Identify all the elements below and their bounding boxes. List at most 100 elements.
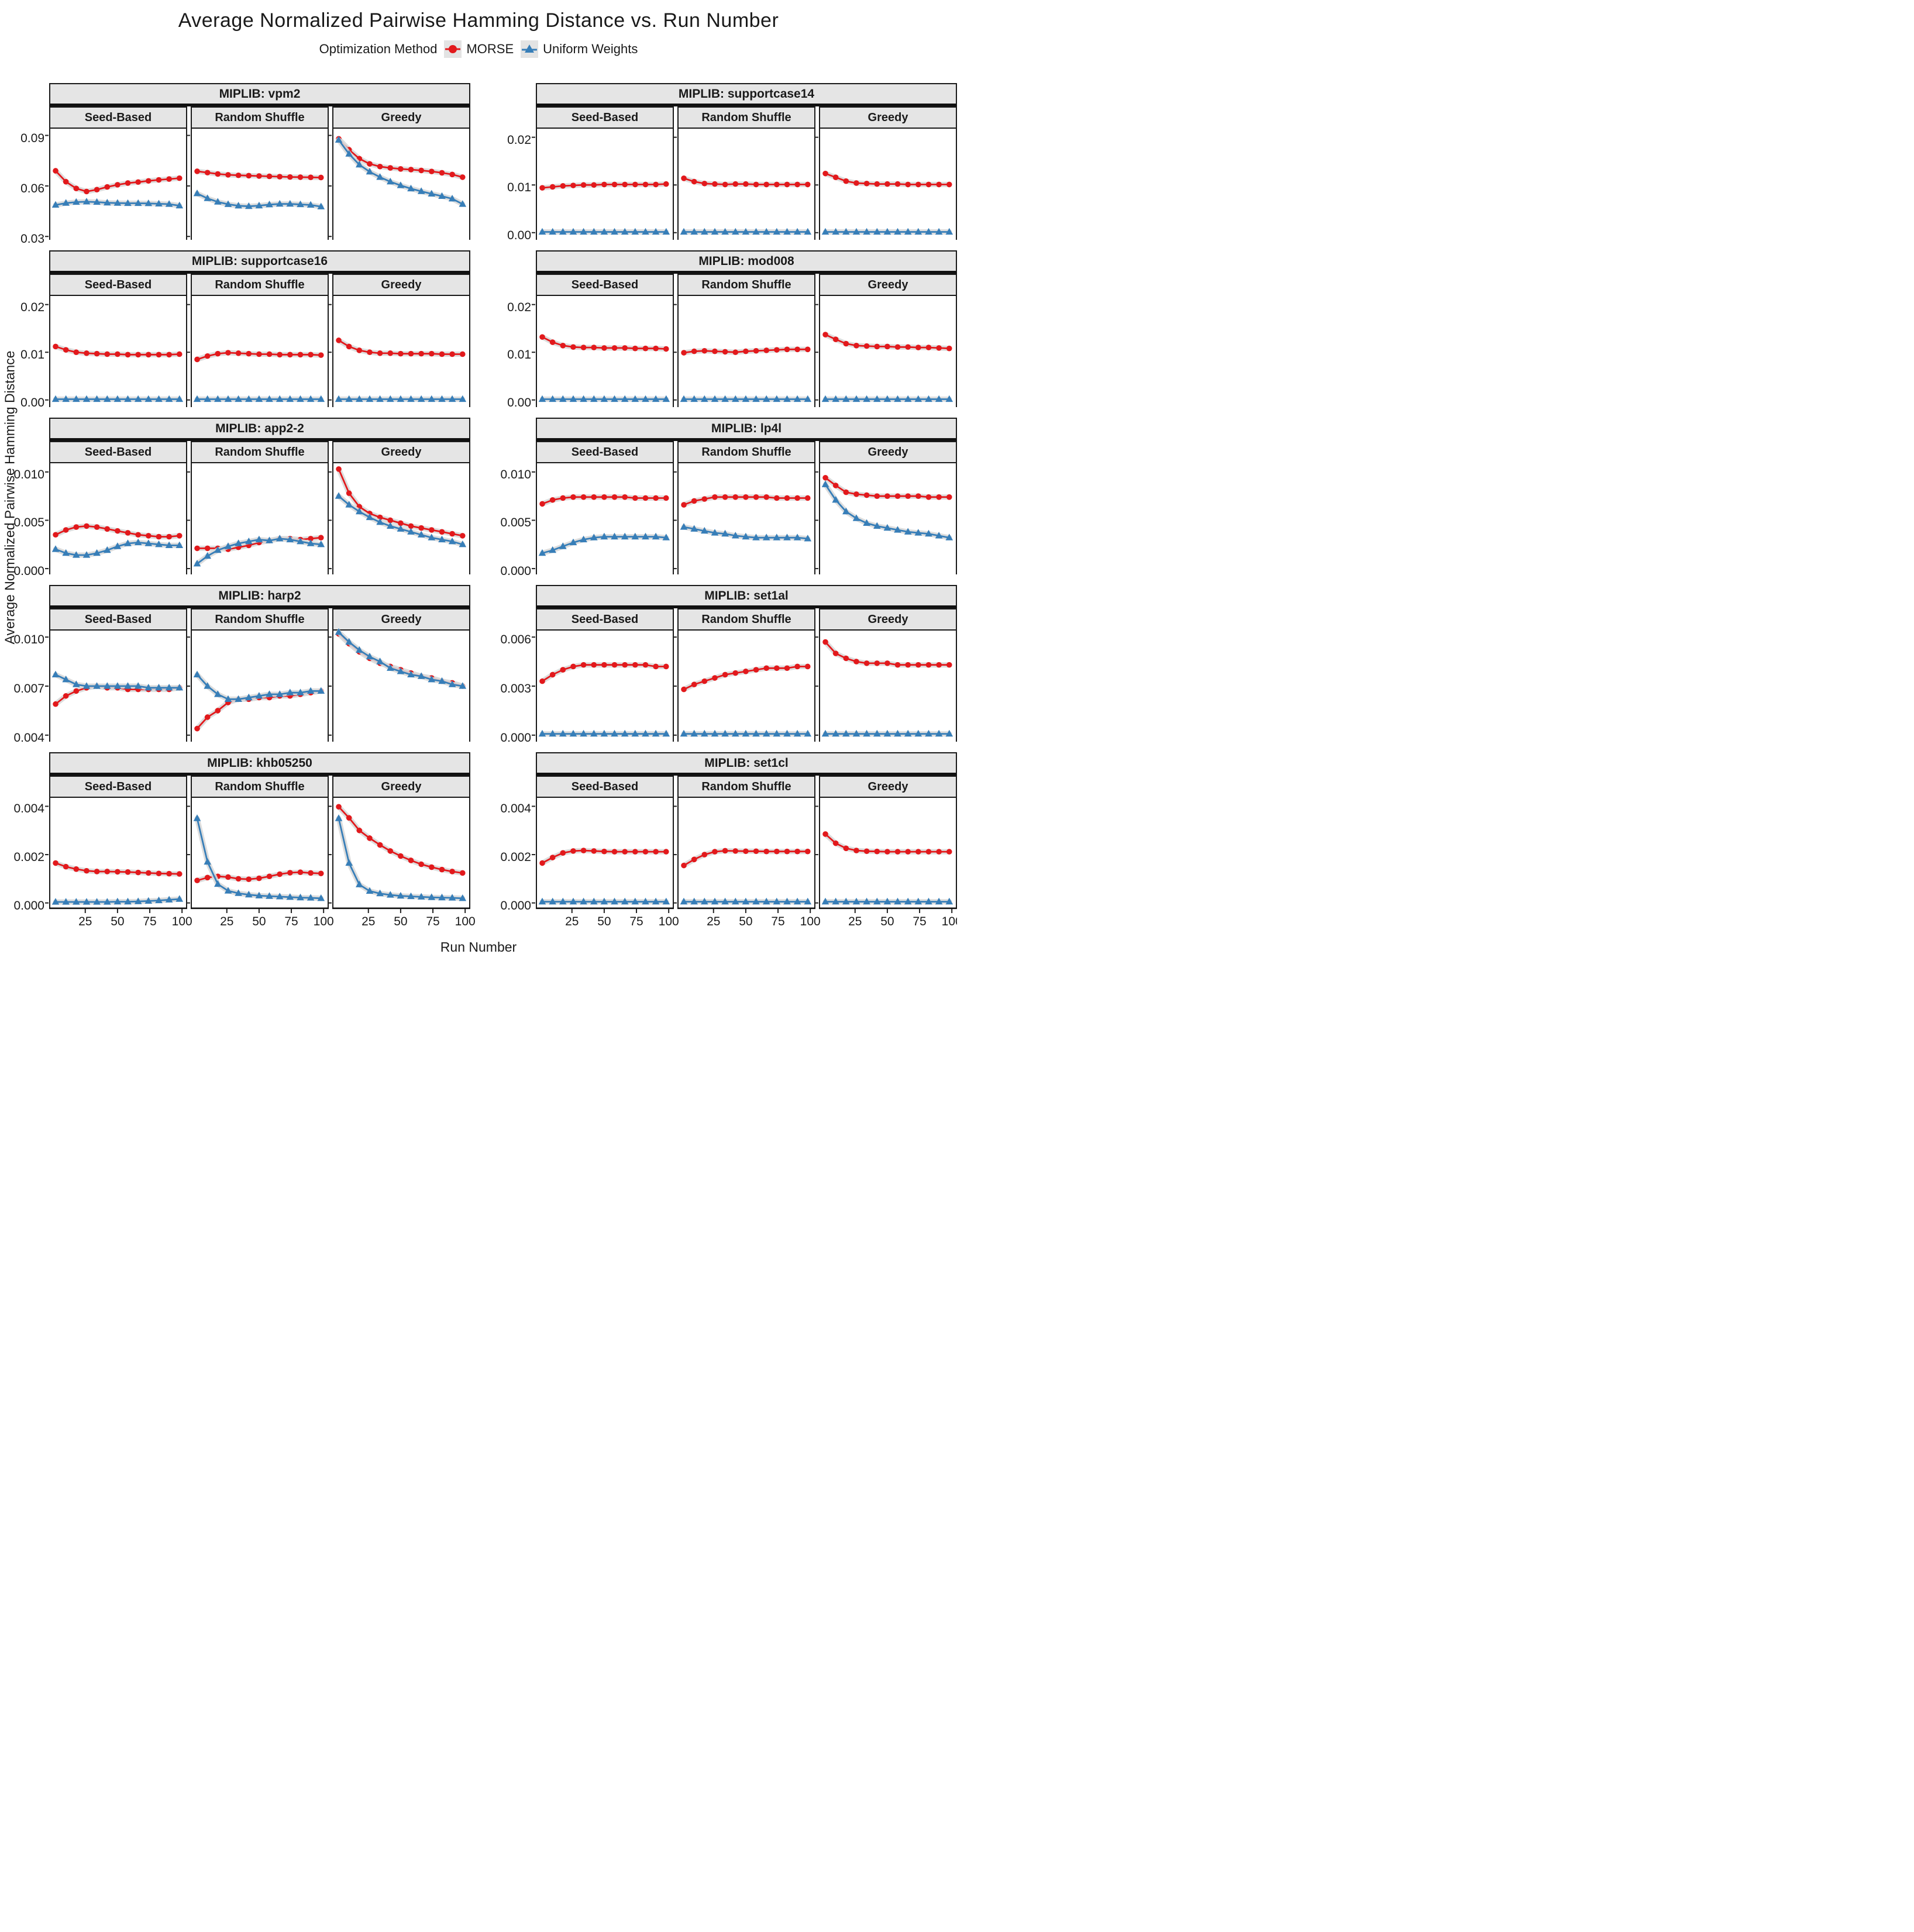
uniform-point: [631, 395, 639, 402]
morse-point: [287, 352, 293, 358]
morse-point: [398, 350, 404, 357]
uniform-point: [235, 889, 242, 896]
morse-point: [176, 533, 183, 539]
morse-point: [601, 345, 607, 351]
morse-point: [894, 662, 901, 668]
facet-group-mod008: MIPLIB: mod008 Seed-Based Random Shuffle Gr…: [532, 250, 957, 407]
uniform-point: [255, 891, 263, 898]
panel-random-shuffle: Random Shuffle: [673, 106, 815, 240]
facet-group-supportcase16: MIPLIB: supportcase16 Seed-Based Random Sh…: [45, 250, 470, 407]
uniform-point: [245, 693, 253, 701]
uniform-point: [611, 897, 618, 905]
x-tick-label: 100: [172, 915, 192, 928]
morse-point: [115, 869, 121, 875]
panel-plot-seed-based: [532, 463, 674, 574]
uniform-point: [690, 897, 698, 905]
panel-random-shuffle: Random Shuffle: [187, 274, 329, 407]
x-tick-label: 25: [848, 915, 862, 928]
x-tick-label: 50: [394, 915, 407, 928]
panel-greedy: Greedy: [815, 274, 957, 407]
y-tick-label: 0.000: [500, 731, 531, 745]
y-tick-label: 0.01: [20, 348, 44, 362]
morse-point: [449, 351, 455, 357]
uniform-point: [417, 187, 425, 194]
uniform-point: [266, 892, 273, 899]
morse-point: [611, 662, 618, 668]
uniform-point: [914, 897, 922, 905]
morse-line: [338, 806, 463, 874]
morse-point: [418, 525, 424, 531]
morse-point: [246, 876, 252, 882]
morse-point: [256, 875, 262, 881]
strategy-strip-seed-based: Seed-Based: [536, 608, 674, 631]
morse-point: [439, 170, 445, 176]
uniform-point: [590, 897, 598, 905]
morse-point: [663, 181, 669, 187]
morse-point: [753, 181, 759, 188]
morse-point: [874, 493, 880, 499]
morse-point: [336, 466, 342, 472]
morse-point: [104, 526, 111, 532]
morse-point: [166, 533, 172, 540]
morse-point: [701, 852, 708, 857]
panel-seed-based: Seed-Based 25 50 75 100: [532, 776, 679, 928]
uniform-point: [652, 729, 660, 737]
uniform-point: [590, 533, 598, 540]
uniform-point: [366, 395, 374, 402]
y-tick-label: 0.007: [13, 682, 44, 695]
morse-point: [701, 347, 708, 354]
uniform-point: [711, 729, 719, 737]
uniform-point: [51, 670, 60, 677]
morse-point: [104, 869, 111, 874]
uniform-point: [690, 729, 698, 737]
y-axis-labels: 0.000 0.003 0.006: [487, 585, 536, 745]
uniform-point: [286, 893, 294, 900]
morse-point: [539, 334, 545, 340]
y-tick-label: 0.006: [500, 633, 531, 647]
uniform-point: [701, 395, 708, 402]
uniform-point: [721, 228, 729, 235]
facet-group-lp4l: MIPLIB: lp4l Seed-Based Random Shuffle Gree…: [532, 418, 957, 574]
morse-point: [277, 174, 283, 180]
uniform-point: [366, 887, 374, 894]
morse-point: [377, 842, 383, 848]
morse-point: [622, 345, 628, 351]
uniform-point: [193, 190, 201, 197]
morse-point: [73, 866, 80, 872]
uniform-point: [376, 518, 384, 525]
panel-plot-random-shuffle: [187, 129, 329, 240]
morse-point: [94, 350, 100, 357]
uniform-point: [459, 894, 467, 901]
morse-point: [701, 496, 708, 502]
uniform-point: [235, 202, 242, 209]
morse-point: [946, 181, 952, 188]
strategy-strip-greedy: Greedy: [332, 441, 470, 463]
uniform-point: [356, 395, 363, 402]
panels-row: Seed-Based Random Shuffle Greedy: [532, 274, 957, 407]
panels-row: Seed-Based Random Shuffle Greedy: [45, 441, 470, 574]
x-tick-label: 50: [597, 915, 611, 928]
morse-point: [884, 849, 890, 855]
x-tick-label: 75: [771, 915, 784, 928]
panel-plot-random-shuffle: [187, 463, 329, 574]
panel-random-shuffle: Random Shuffle: [187, 106, 329, 240]
morse-point: [204, 353, 211, 359]
morse-point: [853, 343, 859, 349]
uniform-point: [104, 395, 111, 402]
morse-point: [663, 849, 669, 855]
panel-greedy: Greedy: [815, 441, 957, 574]
morse-point: [753, 848, 759, 855]
morse-point: [429, 168, 435, 174]
facet-strip: MIPLIB: set1cl: [536, 752, 957, 776]
uniform-point: [356, 160, 363, 168]
morse-point: [691, 178, 697, 185]
x-tick-label: 25: [565, 915, 579, 928]
uniform-point: [82, 898, 91, 905]
uniform-point: [945, 228, 953, 235]
morse-point: [318, 535, 324, 541]
x-tick-label: 100: [314, 915, 334, 928]
uniform-point: [549, 395, 556, 402]
uniform-point: [286, 535, 294, 543]
uniform-point: [631, 897, 639, 905]
uniform-point: [82, 395, 91, 402]
